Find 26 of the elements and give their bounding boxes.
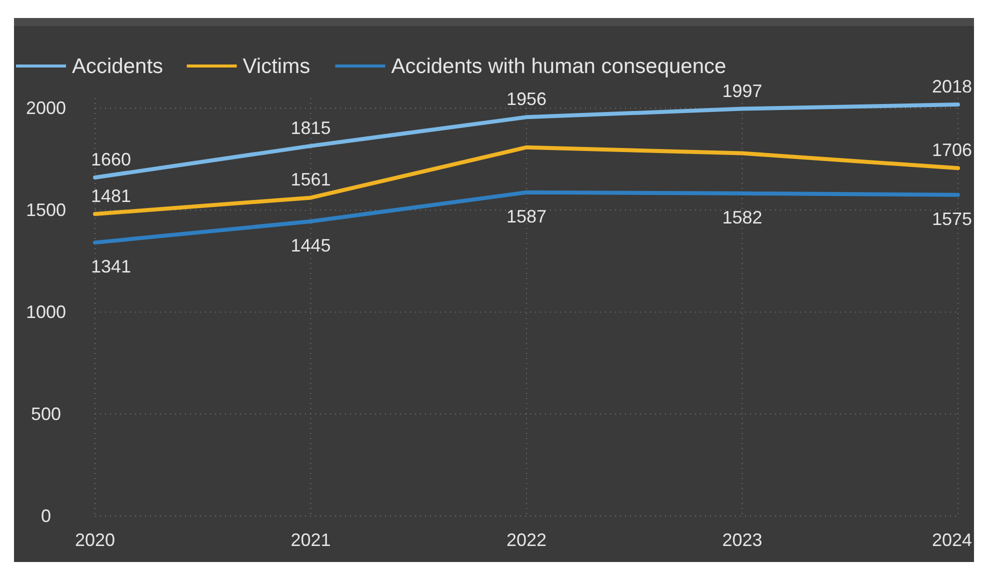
data-label: 1997 — [722, 80, 762, 101]
y-tick-label: 1500 — [26, 200, 66, 220]
y-tick-label: 2000 — [26, 98, 66, 118]
legend-label: Accidents — [72, 55, 164, 78]
data-label: 1956 — [506, 89, 547, 110]
data-label: 1587 — [506, 206, 547, 226]
data-label: 2018 — [932, 76, 972, 97]
data-label: 1445 — [290, 235, 331, 256]
legend-label: Accidents with human consequence — [391, 55, 726, 78]
x-tick-label: 2022 — [506, 530, 547, 550]
legend-label: Victims — [242, 55, 310, 78]
data-label: 1582 — [722, 207, 762, 228]
data-label: 1481 — [91, 186, 132, 206]
x-tick-label: 2020 — [74, 530, 116, 550]
x-tick-label: 2024 — [932, 530, 972, 550]
data-label: 1706 — [932, 140, 972, 160]
x-tick-label: 2023 — [722, 530, 762, 550]
y-tick-label: 500 — [30, 404, 62, 424]
data-label: 1561 — [290, 170, 331, 190]
y-tick-label: 1000 — [26, 302, 66, 322]
x-tick-label: 2021 — [290, 530, 331, 550]
y-tick-label: 0 — [40, 506, 52, 526]
data-label: 1815 — [290, 118, 331, 138]
data-label: 1575 — [932, 208, 972, 229]
data-label: 1660 — [91, 150, 132, 170]
data-label: 1341 — [91, 256, 132, 277]
